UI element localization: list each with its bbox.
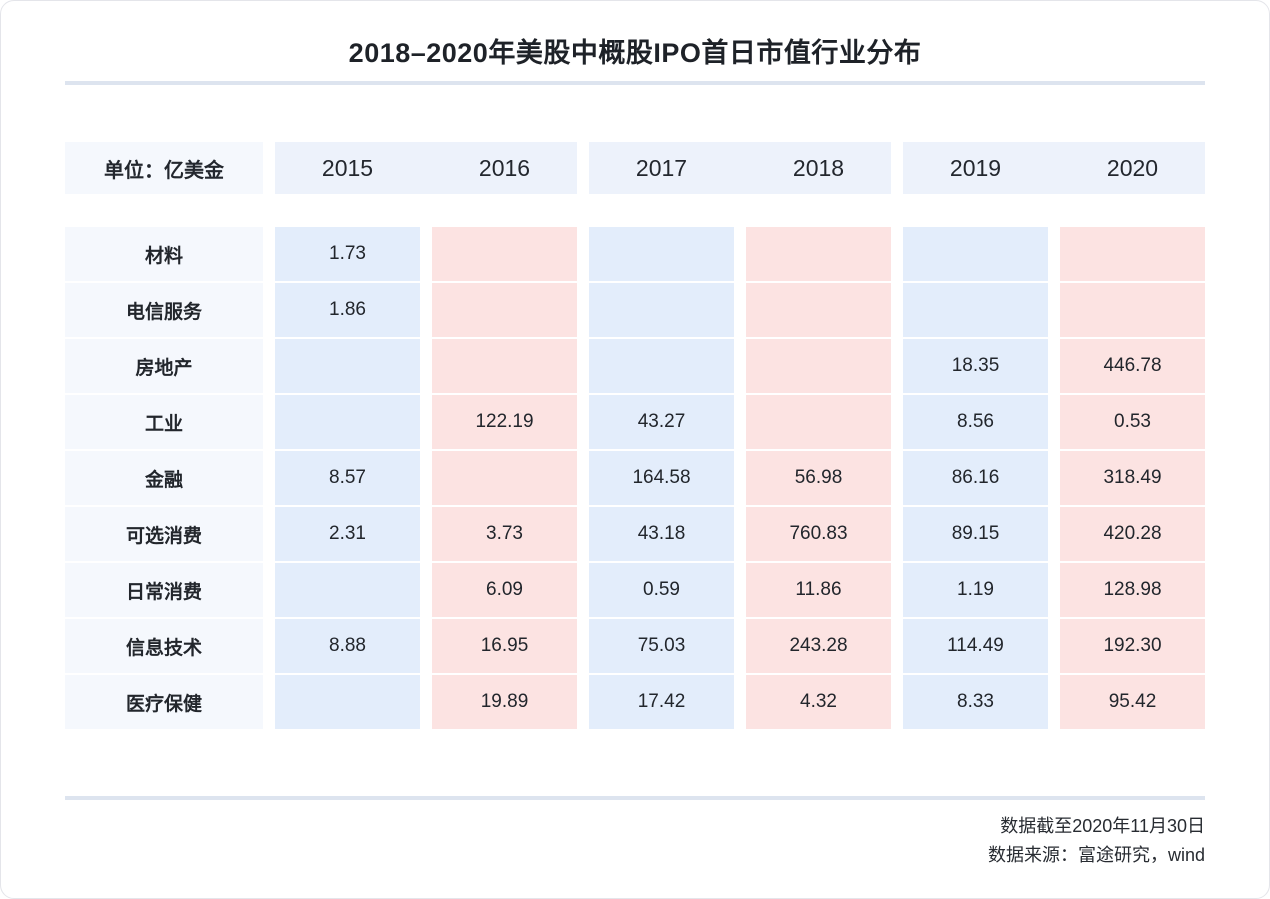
value-cell [746, 339, 891, 393]
value-cell: 86.16 [903, 451, 1048, 505]
value-cell [432, 339, 577, 393]
row-label: 日常消费 [65, 563, 263, 617]
value-cell: 18.35 [903, 339, 1048, 393]
value-cell: 8.33 [903, 675, 1048, 729]
value-cell: 89.15 [903, 507, 1048, 561]
value-cell: 2.31 [275, 507, 420, 561]
value-cell: 192.30 [1060, 619, 1205, 673]
row-label: 医疗保健 [65, 675, 263, 729]
value-cell: 243.28 [746, 619, 891, 673]
value-cell: 56.98 [746, 451, 891, 505]
value-cell: 1.86 [275, 283, 420, 337]
value-cell: 446.78 [1060, 339, 1205, 393]
footer: 数据截至2020年11月30日 数据来源：富途研究，wind [65, 812, 1205, 870]
value-cell [275, 563, 420, 617]
value-cell: 4.32 [746, 675, 891, 729]
value-cell: 8.56 [903, 395, 1048, 449]
value-cell: 19.89 [432, 675, 577, 729]
value-cell: 11.86 [746, 563, 891, 617]
year-header-2017: 2017 [635, 154, 688, 181]
value-cell: 17.42 [589, 675, 734, 729]
value-cell: 1.19 [903, 563, 1048, 617]
value-cell: 128.98 [1060, 563, 1205, 617]
row-label: 工业 [65, 395, 263, 449]
value-cell: 0.53 [1060, 395, 1205, 449]
value-cell: 0.59 [589, 563, 734, 617]
value-cell [432, 283, 577, 337]
year-band-2017-2018: 2017 2018 [589, 142, 891, 194]
page-title: 2018–2020年美股中概股IPO首日市值行业分布 [348, 38, 922, 68]
value-cell: 95.42 [1060, 675, 1205, 729]
table-header: 单位：亿美金 2015 2016 2017 2018 2019 2020 [65, 142, 1205, 194]
row-label: 信息技术 [65, 619, 263, 673]
footer-date: 数据截至2020年11月30日 [1000, 816, 1205, 836]
row-label: 金融 [65, 451, 263, 505]
year-header-2016: 2016 [478, 154, 531, 181]
value-cell [903, 283, 1048, 337]
year-header-2019: 2019 [949, 154, 1002, 181]
value-cell: 8.88 [275, 619, 420, 673]
row-label: 可选消费 [65, 507, 263, 561]
value-cell [589, 283, 734, 337]
year-header-2020: 2020 [1106, 154, 1159, 181]
year-header-2015: 2015 [321, 154, 374, 181]
year-header-2018: 2018 [792, 154, 845, 181]
unit-label: 单位：亿美金 [65, 142, 263, 194]
row-label: 电信服务 [65, 283, 263, 337]
table-body: 材料 1.73 电信服务 1.86 房地产 18.35 446.78 工业 122.19 43.2… [65, 227, 1205, 729]
value-cell: 43.18 [589, 507, 734, 561]
value-cell [746, 227, 891, 281]
value-cell: 114.49 [903, 619, 1048, 673]
value-cell [275, 339, 420, 393]
year-band-2015-2016: 2015 2016 [275, 142, 577, 194]
value-cell [432, 451, 577, 505]
value-cell [1060, 227, 1205, 281]
row-label: 房地产 [65, 339, 263, 393]
value-cell [275, 395, 420, 449]
value-cell [275, 675, 420, 729]
value-cell [589, 227, 734, 281]
value-cell [1060, 283, 1205, 337]
value-cell: 122.19 [432, 395, 577, 449]
value-cell: 43.27 [589, 395, 734, 449]
value-cell [589, 339, 734, 393]
value-cell [903, 227, 1048, 281]
value-cell [432, 227, 577, 281]
value-cell: 164.58 [589, 451, 734, 505]
value-cell: 760.83 [746, 507, 891, 561]
value-cell: 16.95 [432, 619, 577, 673]
value-cell [746, 395, 891, 449]
value-cell: 420.28 [1060, 507, 1205, 561]
value-cell: 75.03 [589, 619, 734, 673]
value-cell: 6.09 [432, 563, 577, 617]
value-cell: 3.73 [432, 507, 577, 561]
value-cell [746, 283, 891, 337]
row-label: 材料 [65, 227, 263, 281]
value-cell: 8.57 [275, 451, 420, 505]
title-divider [65, 81, 1205, 85]
year-band-2019-2020: 2019 2020 [903, 142, 1205, 194]
value-cell: 1.73 [275, 227, 420, 281]
value-cell: 318.49 [1060, 451, 1205, 505]
footer-divider [65, 796, 1205, 800]
footer-source: 数据来源：富途研究，wind [987, 845, 1205, 865]
